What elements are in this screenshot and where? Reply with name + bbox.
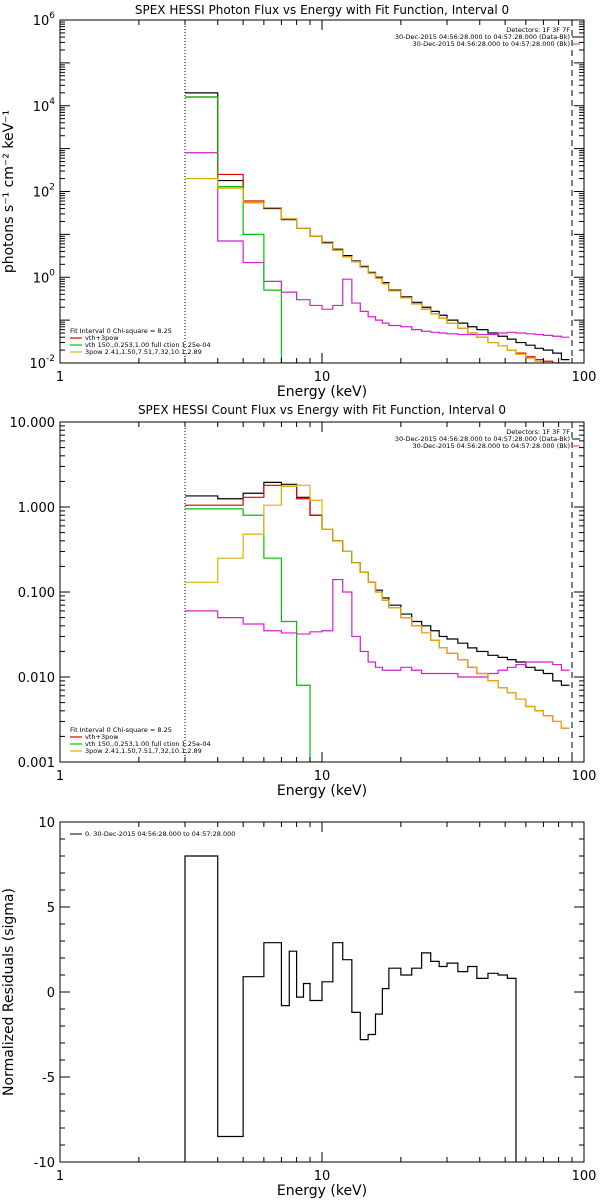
- y-tick-label: -10: [34, 1156, 55, 1171]
- legend-top-right-text: 30-Dec-2015 04:56:28.000 to 04:57:28.000…: [395, 33, 570, 41]
- x-tick-label: 1: [56, 370, 64, 385]
- y-tick-label: 10.000: [10, 416, 56, 431]
- plot-frame: [59, 19, 585, 364]
- legend-top-right-text: Detectors: 1F 3F 7F: [506, 26, 570, 34]
- series-3pow-line: [185, 484, 570, 729]
- x-tick-label: 100: [572, 769, 597, 784]
- data-layer: [184, 855, 517, 1162]
- y-tick-label: -5: [42, 1071, 55, 1086]
- legend-top-right-text: Detectors: 1F 3F 7F: [506, 428, 570, 436]
- legend-entry-label: 3pow 2.41,1.50,7.51,7.32,10.1,2.89: [85, 747, 202, 755]
- y-tick-exponent: 4: [49, 97, 55, 107]
- y-tick-label: 0.100: [18, 586, 55, 601]
- x-tick-label: 10: [314, 769, 331, 784]
- legend-fit-header: Fit Interval 0 Chi-square = 8.25: [70, 726, 172, 734]
- y-axis-label: photons s⁻¹ cm⁻² keV⁻¹: [1, 110, 17, 273]
- y-tick-exponent: 0: [49, 268, 55, 278]
- legend-entry-label: 3pow 2.41,1.50,7.51,7.32,10.1,2.89: [85, 348, 202, 356]
- x-tick-label: 10: [314, 1169, 331, 1184]
- y-tick-exponent: -2: [46, 354, 55, 364]
- legend-interval-label: 0. 30-Dec-2015 04:56:28.000 to 04:57:28.…: [85, 830, 235, 838]
- x-tick-label: 100: [572, 370, 597, 385]
- x-axis-label: Energy (keV): [277, 384, 367, 400]
- y-tick-label: 10-2: [29, 354, 55, 372]
- y-tick-label: 100: [33, 268, 56, 286]
- legend-fit-header: Fit Interval 0 Chi-square = 8.25: [70, 327, 172, 335]
- series-bk-line: [185, 578, 570, 678]
- legend-top-right-text: 30-Dec-2015 04:56:28.000 to 04:57:28.000…: [413, 40, 571, 48]
- y-tick-label: 1.000: [18, 501, 55, 516]
- x-tick-label: 1: [56, 1169, 64, 1184]
- legend-top-right-text: 30-Dec-2015 04:56:28.000 to 04:57:28.000…: [413, 442, 571, 450]
- series-vth-line: [185, 96, 311, 363]
- y-tick-base: 10: [29, 357, 46, 372]
- x-tick-label: 10: [314, 370, 331, 385]
- y-tick-label: 5: [47, 901, 55, 916]
- legend-entry-label: vth+3pow: [85, 334, 119, 342]
- panel-1: SPEX HESSI Photon Flux vs Energy with Fi…: [1, 3, 596, 400]
- y-tick-base: 10: [33, 271, 50, 286]
- series-vth-3pow-line: [185, 484, 570, 729]
- chart-title: SPEX HESSI Count Flux vs Energy with Fit…: [138, 403, 506, 417]
- plot-frame: [59, 421, 585, 763]
- series-vth-line: [185, 508, 322, 762]
- series-bk-line: [185, 152, 570, 338]
- y-tick-base: 10: [33, 14, 50, 29]
- y-axis-label: Normalized Residuals (sigma): [1, 888, 17, 1096]
- y-tick-label: 0.001: [18, 756, 55, 771]
- series-0-line: [184, 855, 517, 1162]
- legend-entry-label: vth 150.,0.253,1.00 full ction 1.25e-04: [85, 740, 211, 748]
- x-tick-label: 100: [572, 1169, 597, 1184]
- y-tick-label: 0: [47, 986, 55, 1001]
- x-axis-label: Energy (keV): [277, 783, 367, 799]
- y-tick-label: 102: [33, 183, 55, 201]
- y-tick-base: 10: [33, 186, 50, 201]
- y-tick-label: 106: [33, 11, 56, 29]
- y-tick-base: 10: [33, 100, 50, 115]
- data-layer: [184, 20, 573, 363]
- panel-2: SPEX HESSI Count Flux vs Energy with Fit…: [10, 403, 597, 799]
- panel-3: 1 10 100 Energy (keV) -10 -5 0 5 10 Normalized Re…: [1, 816, 596, 1199]
- legend-entry-label: vth 150.,0.253,1.00 full ction 1.25e-04: [85, 341, 211, 349]
- y-tick-exponent: 2: [49, 183, 55, 193]
- x-tick-label: 1: [56, 769, 64, 784]
- legend-entry-label: vth+3pow: [85, 733, 119, 741]
- y-tick-label: 0.010: [18, 671, 55, 686]
- x-axis-label: Energy (keV): [277, 1183, 367, 1199]
- y-tick-label: 104: [33, 97, 56, 115]
- y-tick-label: 10: [38, 816, 55, 831]
- chart-title: SPEX HESSI Photon Flux vs Energy with Fi…: [135, 3, 509, 17]
- y-tick-exponent: 6: [49, 11, 55, 21]
- series-3pow-line: [185, 177, 570, 363]
- data-layer: [184, 422, 573, 762]
- legend-top-right-text: 30-Dec-2015 04:56:28.000 to 04:57:28.000…: [395, 435, 570, 443]
